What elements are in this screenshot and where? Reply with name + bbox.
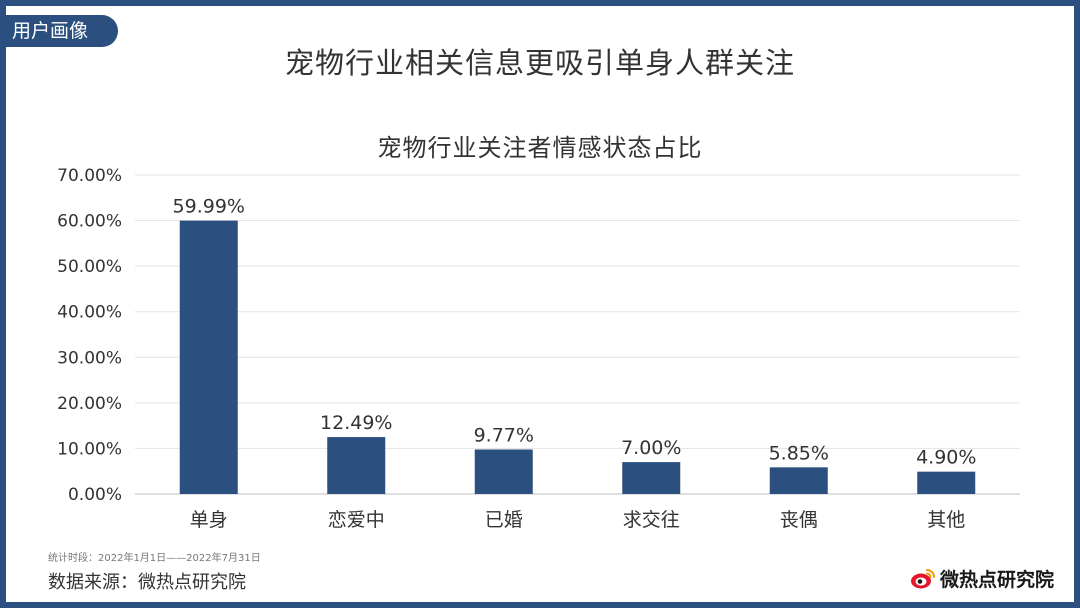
- weibo-eye-icon: [910, 568, 935, 588]
- bar: [769, 467, 828, 494]
- chart-title: 宠物行业关注者情感状态占比: [377, 134, 703, 162]
- bar: [917, 471, 976, 494]
- data-source: 数据来源：微热点研究院: [48, 572, 246, 593]
- y-tick-label: 40.00%: [57, 303, 122, 323]
- x-tick-label: 其他: [927, 509, 965, 531]
- x-tick-label: 恋爱中: [328, 509, 385, 531]
- y-tick-label: 70.00%: [57, 166, 122, 186]
- brand-name: 微热点研究院: [939, 569, 1054, 591]
- x-tick-label: 单身: [190, 509, 228, 531]
- section-tag: 用户画像: [0, 15, 118, 47]
- footnote: 统计时段：2022年1月1日——2022年7月31日: [48, 553, 261, 564]
- bar: [179, 220, 238, 494]
- x-tick-label: 求交往: [623, 509, 680, 531]
- data-label: 5.85%: [769, 442, 829, 464]
- bar-chart: 0.00% 10.00% 20.00% 30.00% 40.00% 50.00% 60.00…: [57, 166, 1020, 531]
- data-label: 4.90%: [916, 447, 976, 469]
- brand: 微热点研究院: [910, 565, 1054, 592]
- x-tick-label: 已婚: [485, 509, 523, 531]
- data-label: 12.49%: [320, 412, 392, 434]
- data-label: 9.77%: [474, 424, 534, 446]
- data-label: 7.00%: [621, 437, 681, 459]
- y-tick-label: 30.00%: [57, 348, 122, 368]
- headline: 宠物行业相关信息更吸引单身人群关注: [284, 46, 795, 80]
- bar: [327, 437, 386, 494]
- y-tick-label: 20.00%: [57, 394, 122, 414]
- data-label: 59.99%: [173, 196, 245, 218]
- x-tick-label: 丧偶: [780, 509, 818, 531]
- y-tick-label: 0.00%: [68, 485, 122, 505]
- y-tick-label: 60.00%: [57, 212, 122, 232]
- y-tick-label: 10.00%: [57, 439, 122, 459]
- bar: [474, 449, 533, 494]
- bar: [622, 462, 681, 494]
- y-tick-label: 50.00%: [57, 257, 122, 277]
